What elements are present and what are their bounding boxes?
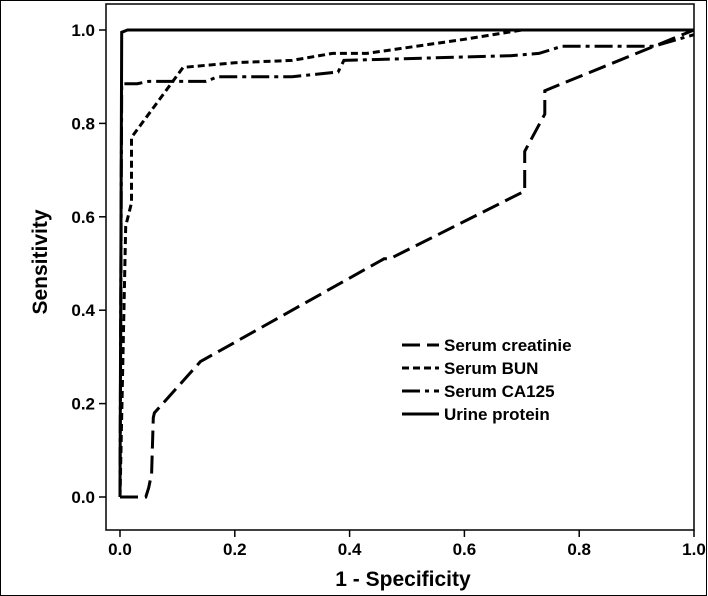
y-tick-label: 1.0 <box>71 21 95 40</box>
x-tick-label: 0.0 <box>108 540 132 559</box>
x-tick-label: 0.4 <box>338 540 362 559</box>
series-line-serum-bun <box>118 28 694 498</box>
series-line-serum-ca125 <box>118 33 695 498</box>
x-tick-label: 0.8 <box>567 540 591 559</box>
y-tick-label: 0.8 <box>71 114 95 133</box>
legend-label: Urine protein <box>444 405 550 424</box>
legend: Serum creatinie Serum BUN Serum CA125 Urine… <box>402 336 572 424</box>
y-axis-title: Sensitivity <box>29 209 52 314</box>
series-layer <box>118 28 695 499</box>
y-tick-label: 0.4 <box>71 301 95 320</box>
y-tick-label: 0.0 <box>71 488 95 507</box>
legend-label: Serum CA125 <box>444 382 555 401</box>
legend-label: Serum BUN <box>444 359 538 378</box>
legend-label: Serum creatinie <box>444 336 572 355</box>
y-tick-label: 0.2 <box>71 395 95 414</box>
x-axis-title: 1 - Specificity <box>335 568 471 591</box>
series-line-urine-protein <box>118 28 694 498</box>
x-tick-label: 1.0 <box>682 540 706 559</box>
x-tick-label: 0.2 <box>223 540 247 559</box>
y-tick-label: 0.6 <box>71 208 95 227</box>
series-line-serum-creatinie <box>120 28 695 499</box>
plot-area-frame <box>105 3 695 531</box>
x-tick-label: 0.6 <box>453 540 477 559</box>
axis-layer: 0.0 0.2 0.4 0.6 0.8 1.0 0.0 0.2 0.4 0.6 0.8 1.0 <box>71 21 705 559</box>
